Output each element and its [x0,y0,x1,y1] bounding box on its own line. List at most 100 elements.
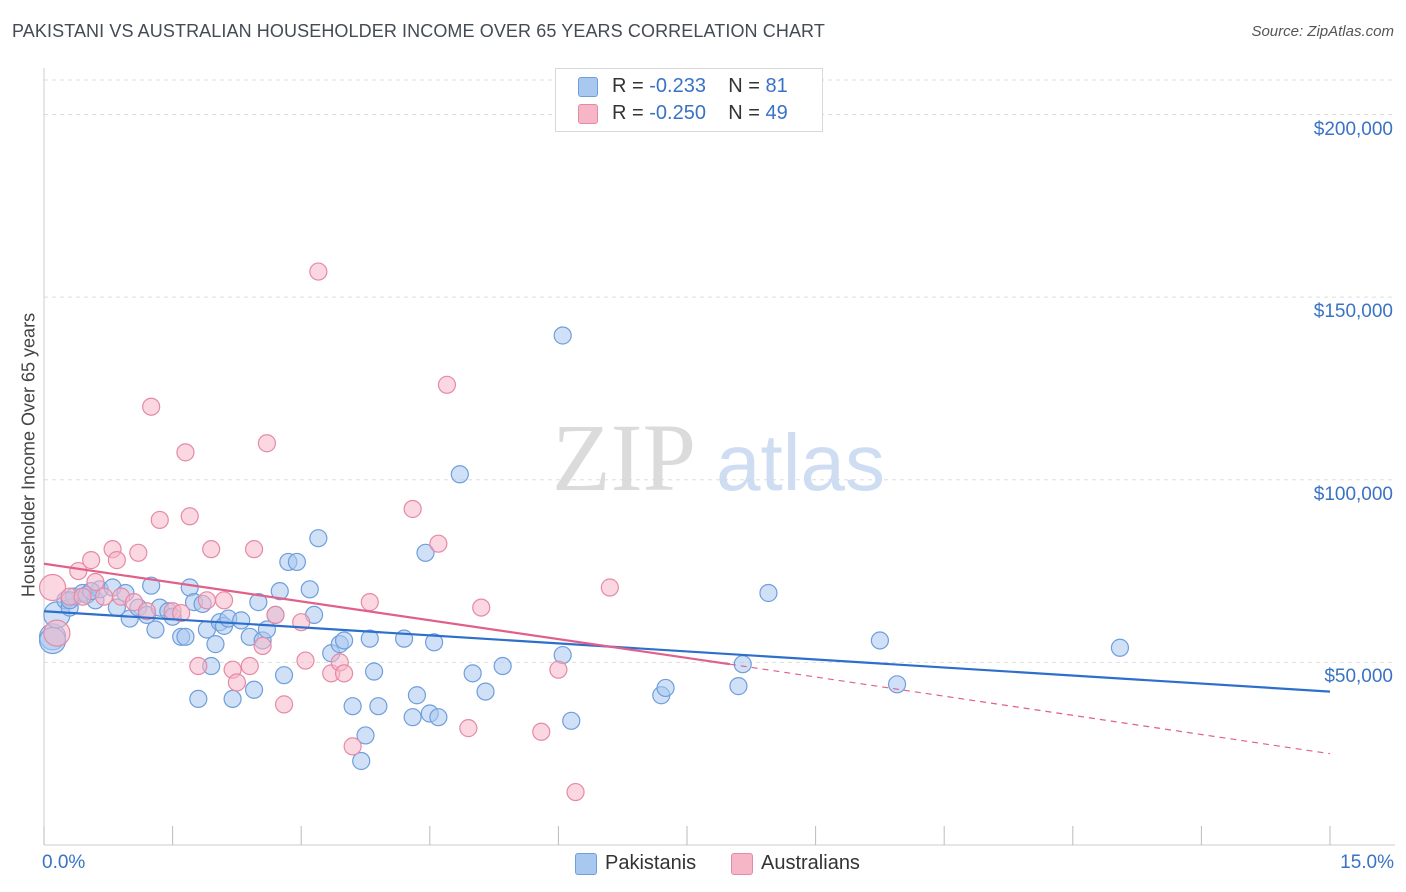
pakistani-point [429,708,448,727]
australian-point [197,591,216,610]
y-tick-label: $200,000 [1313,118,1393,140]
australian-point [43,619,71,647]
australian-point [600,578,619,597]
pakistani-point [407,686,427,705]
australian-point [472,598,491,617]
australian-trend-extrapolation [729,663,1331,755]
australian-point [172,603,191,623]
pakistani-point [176,627,195,646]
australian-trend-line [43,562,731,666]
source-label: Source: ZipAtlas.com [1251,23,1394,40]
australian-point [38,573,67,602]
legend-r-label: R = [612,102,650,124]
australian-point [549,660,568,679]
pakistani-point [733,655,752,674]
australian-point [142,397,161,416]
australian-point [309,262,328,281]
australian-point [180,507,199,526]
australian-point [94,587,114,606]
pakistani-point [424,633,444,652]
pakistani-point [343,697,362,716]
pakistani-point [300,580,319,599]
australian-point [360,593,379,612]
australian-point [189,656,208,676]
grid-lines [44,79,1395,663]
australian-point [150,510,169,530]
pakistani-point [369,697,388,716]
legend-swatch-blue [575,853,597,875]
axes [43,68,1395,846]
australian-point [437,375,457,394]
pakistani-point [476,682,495,701]
pakistani-point [274,666,294,685]
pakistani-point [287,552,307,572]
watermark-atlas: atlas [716,418,885,507]
australian-point [214,591,234,610]
australian-point [257,434,277,453]
legend-swatch-pink [731,853,753,875]
australian-point [296,651,315,670]
chart-title: PAKISTANI VS AUSTRALIAN HOUSEHOLDER INCO… [12,21,825,41]
pakistani-point [450,465,469,484]
legend-r-value: -0.233 [649,75,706,97]
pakistani-point [870,631,890,650]
australian-point [266,605,285,625]
y-axis-label: Householder Income Over 65 years [18,312,39,598]
australian-point [227,673,246,692]
data-points [38,262,1130,802]
series-name: Pakistanis [605,852,697,874]
correlation-legend: R = -0.233 N = 81 R = -0.250 N = 49 [555,68,823,132]
pakistani-point [656,678,675,698]
pakistani-point [270,582,289,601]
watermark-zip: ZIP [552,404,696,511]
australian-point [107,551,126,570]
australian-point [202,540,221,559]
australian-point [82,551,101,570]
australian-point [566,782,585,802]
australian-point [334,664,354,683]
australian-point [403,499,422,519]
australian-point [244,540,264,559]
legend-n-value: 49 [765,102,788,124]
trend-lines [43,562,1331,755]
pakistani-point [223,689,242,709]
legend-n-value: 81 [765,75,788,97]
australian-point [176,443,195,462]
pakistani-point [887,675,907,694]
pakistani-point [1110,638,1130,657]
australian-point [73,587,92,606]
australian-point [253,636,272,656]
legend-r-value: -0.250 [649,102,706,124]
y-tick-label: $150,000 [1313,301,1393,323]
pakistani-point [553,326,572,345]
legend-n-label: N = [728,75,766,97]
x-tick-label-min: 0.0% [42,852,86,873]
x-tick-label-max: 15.0% [1340,852,1394,873]
pakistani-point [562,711,581,730]
pakistani-point [364,662,384,681]
australian-point [343,737,362,756]
australian-point [240,656,259,676]
legend-swatch-pink [578,104,598,124]
australian-point [429,534,448,553]
pakistani-point [356,726,375,745]
pakistani-point [403,708,422,727]
pakistani-point [244,680,264,699]
australian-point [86,572,105,592]
pakistani-point [146,620,165,639]
australian-point [459,719,478,738]
pakistani-point [206,635,225,654]
pakistani-point [309,529,328,548]
pakistani-point [360,629,379,648]
pakistani-point [232,611,251,630]
legend-r-label: R = [612,75,650,97]
australian-point [532,722,551,741]
australian-point [137,602,156,621]
pakistani-point [759,583,778,603]
australian-point [129,543,148,562]
pakistani-point [142,576,161,595]
pakistani-point [334,631,354,650]
pakistani-point [249,593,268,612]
series-name: Australians [761,852,860,874]
